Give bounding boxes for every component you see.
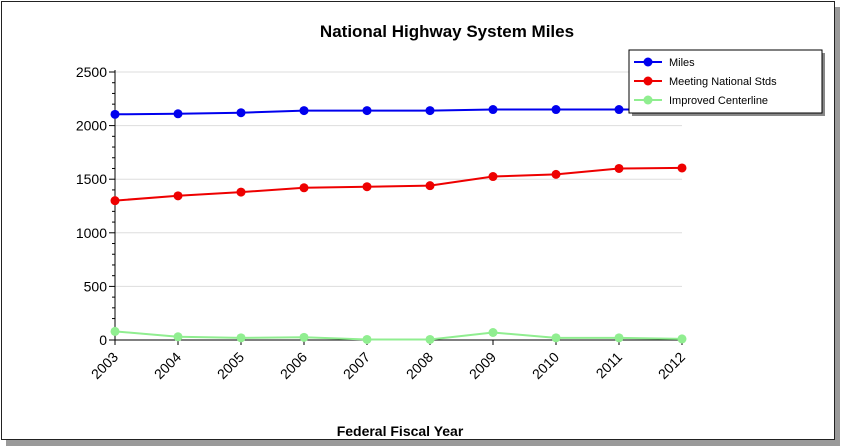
x-tick-label: 2007 bbox=[340, 349, 373, 382]
y-tick-label: 500 bbox=[84, 278, 108, 294]
data-point bbox=[173, 109, 183, 119]
data-point bbox=[425, 334, 435, 344]
legend-marker bbox=[643, 57, 653, 67]
data-point bbox=[110, 196, 120, 206]
x-tick-label: 2003 bbox=[88, 349, 121, 382]
data-point bbox=[236, 333, 246, 343]
data-point bbox=[110, 326, 120, 336]
data-point bbox=[425, 181, 435, 191]
data-point bbox=[362, 106, 372, 116]
x-axis-label: Federal Fiscal Year bbox=[337, 423, 464, 439]
x-tick-label: 2004 bbox=[151, 349, 184, 382]
data-point bbox=[488, 105, 498, 115]
series-line bbox=[114, 166, 683, 202]
series-line bbox=[114, 108, 682, 116]
data-point bbox=[614, 333, 624, 343]
data-point bbox=[236, 108, 246, 118]
legend-marker bbox=[643, 95, 653, 105]
data-point bbox=[677, 163, 687, 173]
legend-label: Meeting National Stds bbox=[669, 76, 777, 88]
x-tick-label: 2006 bbox=[277, 349, 310, 382]
chart-frame: National Highway System Miles 0 500 1000 15… bbox=[1, 1, 835, 440]
x-axis-ticks: 2003 2004 2005 2006 2007 2008 2009 2010 2011 2012 bbox=[88, 340, 688, 382]
y-tick-label: 2000 bbox=[76, 118, 107, 134]
data-point bbox=[173, 191, 183, 201]
series-group bbox=[110, 105, 687, 344]
data-point bbox=[110, 109, 120, 119]
y-tick-label: 1500 bbox=[76, 171, 107, 187]
data-point bbox=[488, 172, 498, 182]
data-point bbox=[236, 187, 246, 197]
data-point bbox=[173, 332, 183, 342]
legend-label: Improved Centerline bbox=[669, 95, 768, 107]
grid-lines bbox=[115, 71, 682, 287]
data-point bbox=[362, 182, 372, 192]
x-tick-label: 2010 bbox=[529, 349, 562, 382]
legend: Miles Meeting National Stds Improved Cente… bbox=[628, 49, 825, 116]
y-tick-label: 0 bbox=[99, 332, 107, 348]
data-point bbox=[299, 106, 309, 116]
x-tick-label: 2008 bbox=[403, 349, 436, 382]
x-tick-label: 2009 bbox=[466, 349, 499, 382]
data-point bbox=[677, 334, 687, 344]
data-point bbox=[488, 327, 498, 337]
x-tick-label: 2011 bbox=[593, 349, 626, 382]
series-line bbox=[114, 330, 683, 341]
x-tick-label: 2005 bbox=[214, 349, 247, 382]
data-point bbox=[551, 333, 561, 343]
y-tick-label: 1000 bbox=[76, 225, 107, 241]
data-point bbox=[551, 105, 561, 115]
data-point bbox=[551, 169, 561, 179]
y-axis-ticks: 0 500 1000 1500 2000 2500 bbox=[76, 64, 115, 348]
data-point bbox=[362, 334, 372, 344]
data-point bbox=[425, 106, 435, 116]
data-point bbox=[299, 332, 309, 342]
data-point bbox=[614, 105, 624, 115]
x-tick-label: 2012 bbox=[655, 349, 688, 382]
legend-label: Miles bbox=[669, 57, 695, 69]
data-point bbox=[299, 183, 309, 193]
chart-title: National Highway System Miles bbox=[320, 22, 574, 41]
data-point bbox=[614, 163, 624, 173]
y-tick-label: 2500 bbox=[76, 64, 107, 80]
line-chart: National Highway System Miles 0 500 1000 15… bbox=[76, 22, 825, 439]
legend-marker bbox=[643, 76, 653, 86]
